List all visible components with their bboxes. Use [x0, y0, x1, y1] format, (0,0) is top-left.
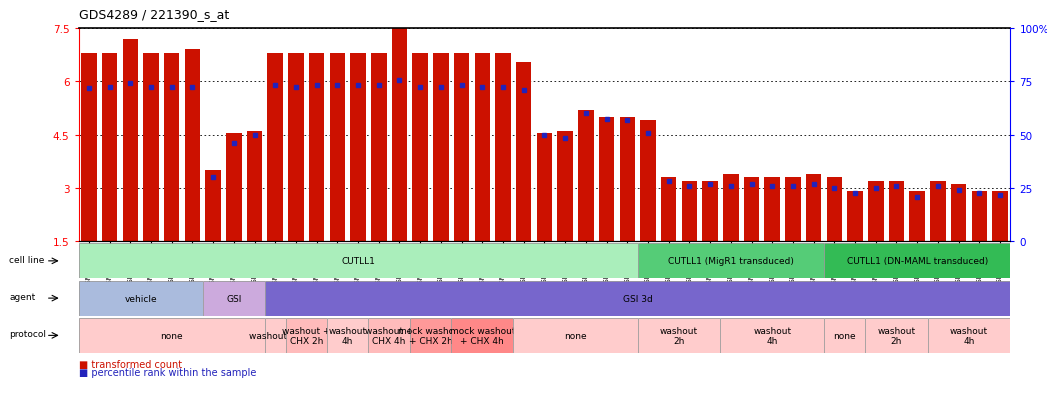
Bar: [703, 181, 718, 242]
Bar: [392, 29, 407, 242]
Bar: [351, 54, 365, 242]
Bar: [764, 178, 780, 242]
Text: washout +
CHX 2h: washout + CHX 2h: [282, 326, 331, 345]
Text: CUTLL1 (MigR1 transduced): CUTLL1 (MigR1 transduced): [668, 257, 794, 266]
Bar: [640, 121, 655, 242]
Bar: [930, 181, 945, 242]
Bar: [184, 50, 200, 242]
Text: mock washout
+ CHX 2h: mock washout + CHX 2h: [398, 326, 464, 345]
Bar: [599, 118, 615, 242]
Text: CUTLL1 (DN-MAML transduced): CUTLL1 (DN-MAML transduced): [847, 257, 987, 266]
Bar: [868, 181, 884, 242]
Bar: [433, 54, 449, 242]
Bar: [453, 54, 469, 242]
Bar: [267, 54, 283, 242]
Bar: [537, 133, 552, 242]
Text: washout
4h: washout 4h: [950, 326, 988, 345]
Text: protocol: protocol: [9, 329, 46, 338]
Text: washout +
CHX 4h: washout + CHX 4h: [365, 326, 414, 345]
Bar: [122, 40, 138, 242]
Text: mock washout
+ CHX 4h: mock washout + CHX 4h: [449, 326, 515, 345]
Bar: [495, 54, 511, 242]
Bar: [847, 192, 863, 242]
Text: GSI 3d: GSI 3d: [623, 294, 652, 303]
Bar: [682, 181, 697, 242]
Bar: [910, 192, 925, 242]
Bar: [578, 110, 594, 242]
Text: cell line: cell line: [9, 255, 45, 264]
Bar: [413, 54, 428, 242]
Bar: [516, 63, 532, 242]
Text: washout 2h: washout 2h: [249, 331, 302, 340]
Bar: [330, 54, 346, 242]
Text: ■ transformed count: ■ transformed count: [79, 359, 181, 369]
Text: washout
2h: washout 2h: [660, 326, 698, 345]
Bar: [785, 178, 801, 242]
Text: washout
4h: washout 4h: [329, 326, 366, 345]
Text: none: none: [833, 331, 856, 340]
Bar: [164, 54, 179, 242]
Bar: [288, 54, 304, 242]
Text: none: none: [564, 331, 586, 340]
Bar: [102, 54, 117, 242]
Bar: [661, 178, 676, 242]
Bar: [309, 54, 325, 242]
Bar: [972, 192, 987, 242]
Bar: [143, 54, 159, 242]
Bar: [889, 181, 905, 242]
Bar: [557, 132, 573, 242]
Text: ■ percentile rank within the sample: ■ percentile rank within the sample: [79, 367, 255, 377]
Bar: [723, 174, 738, 242]
Bar: [226, 133, 242, 242]
Bar: [806, 174, 822, 242]
Text: vehicle: vehicle: [125, 294, 157, 303]
Text: washout
2h: washout 2h: [877, 326, 915, 345]
Bar: [247, 132, 263, 242]
Text: washout
4h: washout 4h: [753, 326, 792, 345]
Text: none: none: [160, 331, 183, 340]
Text: GSI: GSI: [226, 294, 242, 303]
Text: GDS4289 / 221390_s_at: GDS4289 / 221390_s_at: [79, 8, 229, 21]
Bar: [620, 118, 636, 242]
Bar: [993, 192, 1008, 242]
Bar: [81, 54, 96, 242]
Bar: [826, 178, 842, 242]
Bar: [951, 185, 966, 242]
Bar: [371, 54, 386, 242]
Text: CUTLL1: CUTLL1: [341, 257, 375, 266]
Bar: [743, 178, 759, 242]
Bar: [205, 171, 221, 242]
Bar: [474, 54, 490, 242]
Text: agent: agent: [9, 292, 36, 301]
